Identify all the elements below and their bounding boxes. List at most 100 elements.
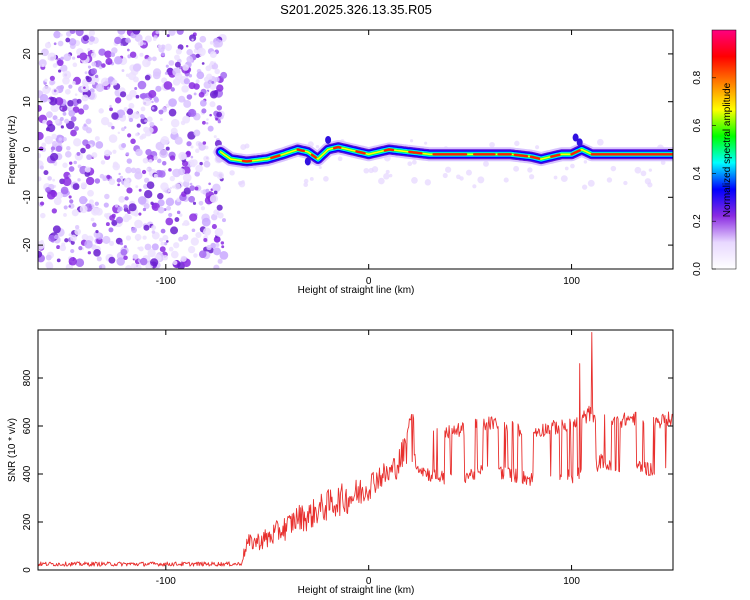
noise-blob bbox=[169, 175, 176, 182]
noise-blob bbox=[84, 71, 88, 75]
noise-blob bbox=[77, 178, 81, 182]
noise-blob bbox=[48, 234, 56, 242]
noise-blob bbox=[152, 37, 157, 42]
noise-blob bbox=[203, 227, 212, 236]
noise-blob bbox=[150, 258, 159, 267]
noise-blob bbox=[189, 34, 197, 42]
trace-blip bbox=[304, 157, 311, 166]
noise-blob bbox=[107, 86, 110, 90]
faint-blob bbox=[371, 166, 379, 173]
noise-blob bbox=[123, 245, 127, 249]
noise-blob bbox=[198, 91, 205, 98]
noise-blob bbox=[111, 125, 115, 130]
noise-blob bbox=[190, 145, 194, 149]
noise-blob bbox=[45, 127, 50, 132]
noise-blob bbox=[64, 238, 69, 243]
noise-blob bbox=[151, 225, 157, 231]
noise-blob bbox=[39, 201, 45, 206]
noise-blob bbox=[146, 116, 153, 123]
trace-hot-segment bbox=[270, 154, 281, 160]
noise-blob bbox=[203, 238, 208, 243]
noise-blob bbox=[83, 123, 87, 127]
noise-blob bbox=[147, 127, 154, 134]
noise-blob bbox=[186, 48, 193, 56]
noise-blob bbox=[60, 64, 68, 72]
noise-blob bbox=[142, 207, 147, 212]
noise-blob bbox=[117, 30, 126, 35]
noise-blob bbox=[59, 117, 64, 122]
noise-blob bbox=[178, 95, 186, 103]
noise-blob bbox=[127, 72, 137, 81]
noise-blob bbox=[193, 253, 198, 258]
noise-blob bbox=[174, 61, 181, 68]
noise-blob bbox=[39, 165, 44, 170]
faint-blob bbox=[634, 166, 642, 174]
noise-blob bbox=[63, 213, 67, 217]
faint-blob bbox=[503, 177, 509, 183]
noise-blob bbox=[214, 76, 220, 82]
noise-blob bbox=[216, 84, 224, 92]
noise-blob bbox=[77, 108, 85, 115]
noise-blob bbox=[38, 202, 41, 206]
noise-blob bbox=[185, 150, 191, 156]
noise-blob bbox=[92, 49, 95, 53]
noise-blob bbox=[126, 48, 130, 52]
noise-blob bbox=[210, 213, 218, 221]
noise-blob bbox=[212, 183, 221, 193]
noise-blob bbox=[135, 148, 143, 157]
noise-blob bbox=[168, 212, 173, 218]
noise-blob bbox=[158, 109, 164, 115]
noise-blob bbox=[169, 186, 173, 190]
noise-blob bbox=[82, 35, 89, 42]
noise-blob bbox=[144, 119, 148, 123]
noise-blob bbox=[138, 188, 142, 192]
noise-blob bbox=[168, 189, 172, 193]
noise-blob bbox=[186, 94, 193, 100]
noise-blob bbox=[72, 183, 80, 190]
noise-blob bbox=[68, 84, 73, 89]
noise-blob bbox=[221, 245, 225, 249]
trace-hot-segment bbox=[296, 148, 305, 153]
noise-blob bbox=[173, 242, 180, 249]
noise-blob bbox=[132, 253, 139, 260]
noise-blob bbox=[132, 63, 142, 72]
noise-blob bbox=[51, 133, 57, 140]
noise-blob bbox=[183, 187, 191, 195]
noise-blob bbox=[45, 187, 51, 193]
noise-blob bbox=[151, 100, 154, 104]
noise-blob bbox=[205, 188, 210, 193]
noise-blob bbox=[186, 141, 192, 147]
noise-blob bbox=[72, 62, 78, 68]
noise-blob bbox=[135, 132, 139, 137]
noise-blob bbox=[139, 93, 145, 99]
faint-blob bbox=[315, 145, 320, 149]
faint-blob bbox=[583, 160, 588, 164]
noise-blob bbox=[86, 76, 92, 83]
noise-blob bbox=[57, 40, 64, 47]
noise-blob bbox=[199, 161, 203, 166]
noise-blob bbox=[53, 197, 62, 206]
noise-blob bbox=[141, 169, 147, 175]
colorbar-tick-label: 0.8 bbox=[692, 70, 703, 84]
noise-blob bbox=[54, 119, 60, 124]
noise-blob bbox=[100, 77, 110, 87]
noise-blob bbox=[168, 98, 177, 107]
noise-blob bbox=[131, 262, 137, 269]
noise-blob bbox=[60, 56, 64, 61]
noise-blob bbox=[80, 182, 88, 189]
noise-blob bbox=[56, 245, 61, 250]
noise-blob bbox=[63, 171, 71, 179]
colorbar-tick-label: 0.6 bbox=[692, 118, 703, 132]
noise-blob bbox=[216, 105, 223, 111]
noise-blob bbox=[93, 231, 101, 239]
noise-blob bbox=[189, 213, 198, 222]
noise-blob bbox=[64, 88, 71, 95]
noise-blob bbox=[194, 186, 199, 191]
noise-blob bbox=[135, 185, 139, 189]
noise-blob bbox=[144, 190, 153, 199]
noise-blob bbox=[62, 177, 72, 187]
noise-blob bbox=[107, 122, 113, 128]
snr-frame bbox=[37, 329, 674, 571]
noise-blob bbox=[134, 171, 143, 180]
